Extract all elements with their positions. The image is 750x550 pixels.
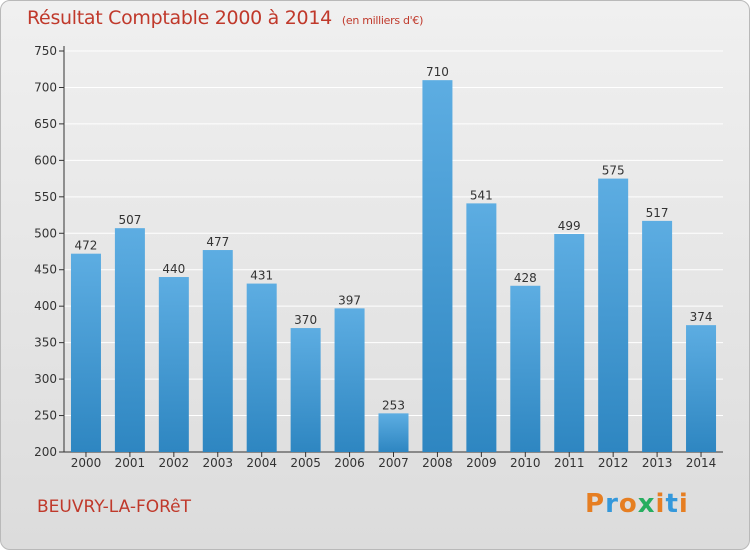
- y-tick-label: 450: [34, 263, 57, 277]
- x-tick-label: 2003: [202, 456, 233, 470]
- bar-value-label: 253: [382, 398, 405, 412]
- x-tick-label: 2009: [466, 456, 497, 470]
- bar-value-label: 575: [602, 164, 625, 178]
- bar-value-label: 477: [206, 235, 229, 249]
- y-tick-label: 350: [34, 336, 57, 350]
- bar-value-label: 472: [75, 239, 98, 253]
- y-tick-label: 750: [34, 44, 57, 58]
- y-tick-label: 300: [34, 372, 57, 386]
- x-tick-label: 2011: [554, 456, 585, 470]
- x-tick-label: 2000: [71, 456, 102, 470]
- y-tick-label: 600: [34, 153, 57, 167]
- y-tick-label: 700: [34, 80, 57, 94]
- logo-letter: r: [605, 489, 619, 519]
- bar: [378, 413, 409, 452]
- x-tick-label: 2008: [422, 456, 453, 470]
- bar-value-label: 428: [514, 271, 537, 285]
- logo-letter: x: [637, 489, 656, 519]
- x-tick-label: 2012: [598, 456, 629, 470]
- label-layer: 472 507 440 477 431 370 397 253 710 541 428 499 575 5…: [75, 65, 713, 412]
- bar-value-label: 541: [470, 188, 493, 202]
- x-tick-label: 2005: [290, 456, 321, 470]
- y-tick-label: 250: [34, 409, 57, 423]
- bar-value-label: 370: [294, 313, 317, 327]
- chart-subtitle: (en milliers d'€): [341, 14, 424, 27]
- y-tick-label: 400: [34, 299, 57, 313]
- chart-title-text: Résultat Comptable 2000 à 2014: [27, 7, 332, 29]
- y-tick-label: 550: [34, 190, 57, 204]
- logo-letter: o: [618, 489, 638, 519]
- bar-value-label: 507: [118, 213, 141, 227]
- y-tick-label: 500: [34, 226, 57, 240]
- x-tick-label: 2007: [378, 456, 409, 470]
- commune-name: BEUVRY-LA-FORêT: [37, 497, 192, 517]
- x-tick-label: 2013: [642, 456, 673, 470]
- bar-value-label: 374: [690, 310, 713, 324]
- bar: [290, 328, 321, 452]
- bar: [114, 228, 145, 452]
- y-tick-label: 200: [34, 445, 57, 459]
- bar: [158, 277, 189, 452]
- bar: [598, 178, 629, 452]
- x-tick-label: 2010: [510, 456, 541, 470]
- logo-letter: i: [655, 489, 666, 519]
- axis-layer: 200 250 300 350 400 450 500 550 600 650 700 750 2000…: [34, 44, 723, 470]
- chart-title: Résultat Comptable 2000 à 2014 (en millie…: [27, 7, 423, 29]
- bar: [202, 250, 233, 452]
- bar-value-label: 499: [558, 219, 581, 233]
- bar-value-label: 517: [646, 206, 669, 220]
- logo-letter: P: [585, 489, 606, 519]
- y-tick-label: 650: [34, 117, 57, 131]
- x-tick-label: 2001: [115, 456, 146, 470]
- bar: [422, 80, 453, 452]
- bar: [466, 203, 497, 452]
- bar: [554, 234, 585, 452]
- bar-value-label: 431: [250, 269, 273, 283]
- x-tick-label: 2006: [334, 456, 365, 470]
- bar: [334, 308, 365, 452]
- bar: [246, 283, 277, 452]
- x-tick-label: 2004: [246, 456, 277, 470]
- bar: [686, 325, 717, 452]
- bar-value-label: 397: [338, 293, 361, 307]
- proxiti-logo: Proxiti: [585, 489, 689, 519]
- x-tick-label: 2014: [686, 456, 717, 470]
- bar-layer: [70, 80, 717, 452]
- logo-letter: t: [665, 489, 679, 519]
- bar: [642, 220, 673, 452]
- bar: [70, 253, 101, 452]
- x-tick-label: 2002: [159, 456, 190, 470]
- bar-value-label: 710: [426, 65, 449, 79]
- bar: [510, 285, 541, 452]
- bar-value-label: 440: [162, 262, 185, 276]
- logo-letter: i: [678, 489, 689, 519]
